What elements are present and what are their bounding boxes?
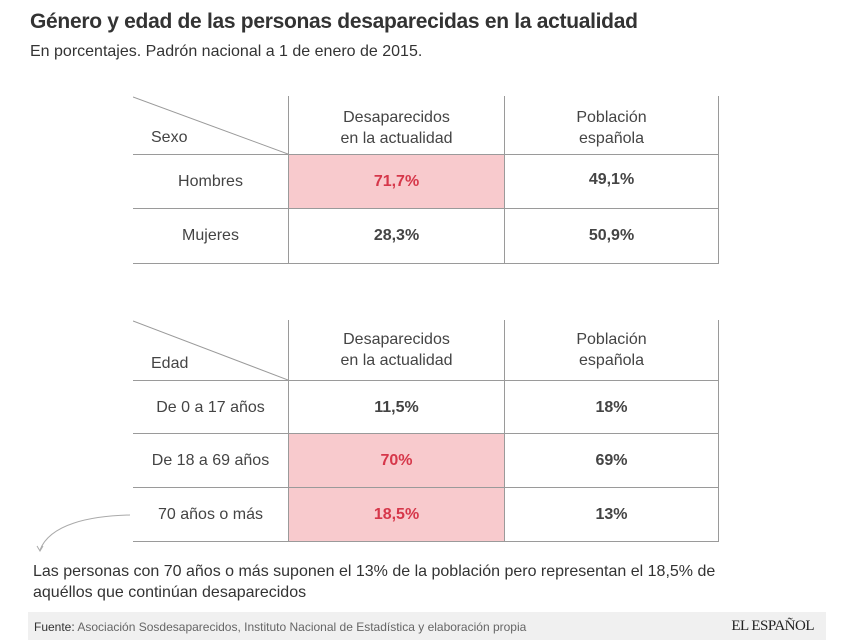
row-divider — [133, 433, 719, 434]
table-row: 70 años o más 18,5% 13% — [133, 488, 719, 541]
table-row: De 18 a 69 años 70% 69% — [133, 434, 719, 487]
col-header-desaparecidos: Desaparecidos en la actualidad — [288, 320, 504, 380]
row-divider — [133, 541, 719, 542]
cell-poblacion: 50,9% — [504, 209, 719, 263]
cell-poblacion: 49,1% — [504, 155, 719, 209]
row-label: Mujeres — [182, 227, 239, 244]
row-divider — [133, 208, 719, 209]
cell-desaparecidos: 70% — [288, 434, 504, 487]
cell-desaparecidos: 71,7% — [288, 155, 504, 209]
diagonal-divider — [133, 96, 288, 154]
annotation-note: Las personas con 70 años o más suponen e… — [33, 563, 716, 601]
col-header-poblacion: Población española — [504, 96, 719, 154]
cell-desaparecidos: 28,3% — [288, 209, 504, 263]
diagonal-divider — [133, 320, 288, 380]
cell-desaparecidos: 11,5% — [288, 381, 504, 434]
cell-poblacion: 69% — [504, 434, 719, 487]
col-header-poblacion: Población española — [504, 320, 719, 380]
table-row: Hombres 71,7% 49,1% — [133, 155, 719, 209]
table-row: De 0 a 17 años 11,5% 18% — [133, 381, 719, 434]
source-text: Fuente: Asociación Sosdesaparecidos, Ins… — [34, 620, 527, 634]
footer: Fuente: Asociación Sosdesaparecidos, Ins… — [28, 612, 826, 640]
col-header-desaparecidos: Desaparecidos en la actualidad — [288, 96, 504, 154]
row-divider — [133, 154, 719, 155]
annotation-arrow-icon — [36, 514, 131, 552]
row-divider — [133, 380, 719, 381]
row-divider — [133, 263, 719, 264]
row-label: 70 años o más — [158, 505, 263, 523]
source-label: Fuente: — [34, 620, 75, 634]
row-label: Hombres — [178, 173, 243, 190]
brand-logo: EL ESPAÑOL — [731, 618, 814, 634]
table-edad: Edad Desaparecidos en la actualidad Pobla… — [133, 320, 719, 542]
row-label: De 0 a 17 años — [156, 398, 265, 416]
table-sexo: Sexo Desaparecidos en la actualidad Pobla… — [133, 96, 719, 264]
corner-header: Sexo — [151, 129, 188, 146]
chart-subtitle: En porcentajes. Padrón nacional a 1 de e… — [30, 43, 423, 60]
row-label: De 18 a 69 años — [151, 451, 270, 469]
cell-poblacion: 18% — [504, 381, 719, 434]
row-divider — [133, 487, 719, 488]
table-header-row: Edad Desaparecidos en la actualidad Pobla… — [133, 320, 719, 380]
table-header-row: Sexo Desaparecidos en la actualidad Pobla… — [133, 96, 719, 154]
table-row: Mujeres 28,3% 50,9% — [133, 209, 719, 263]
corner-header: Edad — [151, 355, 189, 372]
cell-desaparecidos: 18,5% — [288, 488, 504, 541]
cell-poblacion: 13% — [504, 488, 719, 541]
chart-title: Género y edad de las personas desapareci… — [30, 10, 638, 33]
